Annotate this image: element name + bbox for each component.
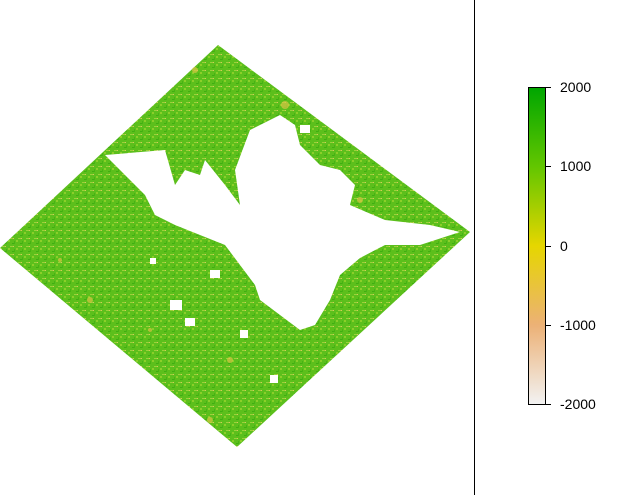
- legend-tick: [546, 324, 551, 326]
- color-legend-bar: [528, 87, 546, 405]
- legend-tick-label: -1000: [560, 316, 596, 333]
- legend-tick: [546, 245, 551, 247]
- legend-tick-label: 0: [560, 237, 568, 254]
- no-data-region: [105, 115, 460, 383]
- legend-tick: [546, 87, 551, 88]
- legend-tick-label: 1000: [560, 158, 592, 175]
- plot-border: [474, 0, 475, 495]
- map-canvas: [0, 45, 470, 447]
- legend-tick-label: 2000: [560, 79, 592, 95]
- low-value-patches: [58, 67, 363, 423]
- legend-tick: [546, 404, 551, 405]
- legend-tick-label: -2000: [560, 396, 596, 412]
- legend-tick: [546, 166, 551, 168]
- raster-map: [0, 45, 470, 447]
